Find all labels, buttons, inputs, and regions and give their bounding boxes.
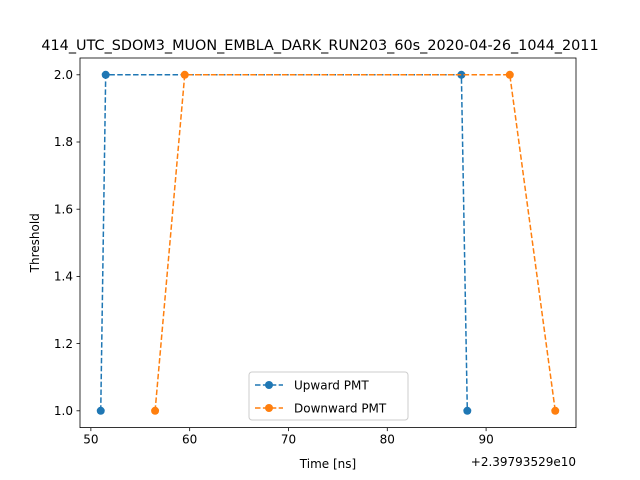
x-tick-label: 80 [380,433,395,447]
data-point-downward-pmt [151,406,160,415]
plot-area [96,70,560,415]
x-axis-label: Time [ns] [299,457,356,471]
y-tick-label: 1.6 [54,202,73,216]
x-tick-label: 90 [478,433,493,447]
legend-marker-downward [265,404,273,412]
legend-label-upward: Upward PMT [294,379,369,393]
legend-marker-upward [265,381,273,389]
y-axis-label: Threshold [28,213,42,273]
y-tick-label: 2.0 [54,68,73,82]
data-point-upward-pmt [96,406,105,415]
x-tick-label: 50 [83,433,98,447]
legend: Upward PMT Downward PMT [248,371,409,421]
x-axis-offset-label: +2.39793529e10 [471,455,576,469]
y-tick-label: 1.0 [54,404,73,418]
y-tick-label: 1.2 [54,337,73,351]
legend-label-downward: Downward PMT [294,402,387,416]
data-point-downward-pmt [505,70,514,79]
y-tick-label: 1.8 [54,135,73,149]
series-line-downward-pmt [154,74,556,411]
x-tick-label: 70 [281,433,296,447]
y-axis-ticks: 1.0 1.2 1.4 1.6 1.8 2.0 [54,68,80,418]
data-point-downward-pmt [551,406,560,415]
axes-frame [79,57,577,429]
data-point-upward-pmt [457,70,466,79]
y-tick-label: 1.4 [54,270,73,284]
data-point-upward-pmt [463,406,472,415]
data-point-upward-pmt [101,70,110,79]
x-tick-label: 60 [182,433,197,447]
x-axis-ticks: 50 60 70 80 90 [83,427,494,447]
legend-frame [248,371,409,421]
data-point-downward-pmt [180,70,189,79]
chart-title: 414_UTC_SDOM3_MUON_EMBLA_DARK_RUN203_60s… [41,38,598,54]
